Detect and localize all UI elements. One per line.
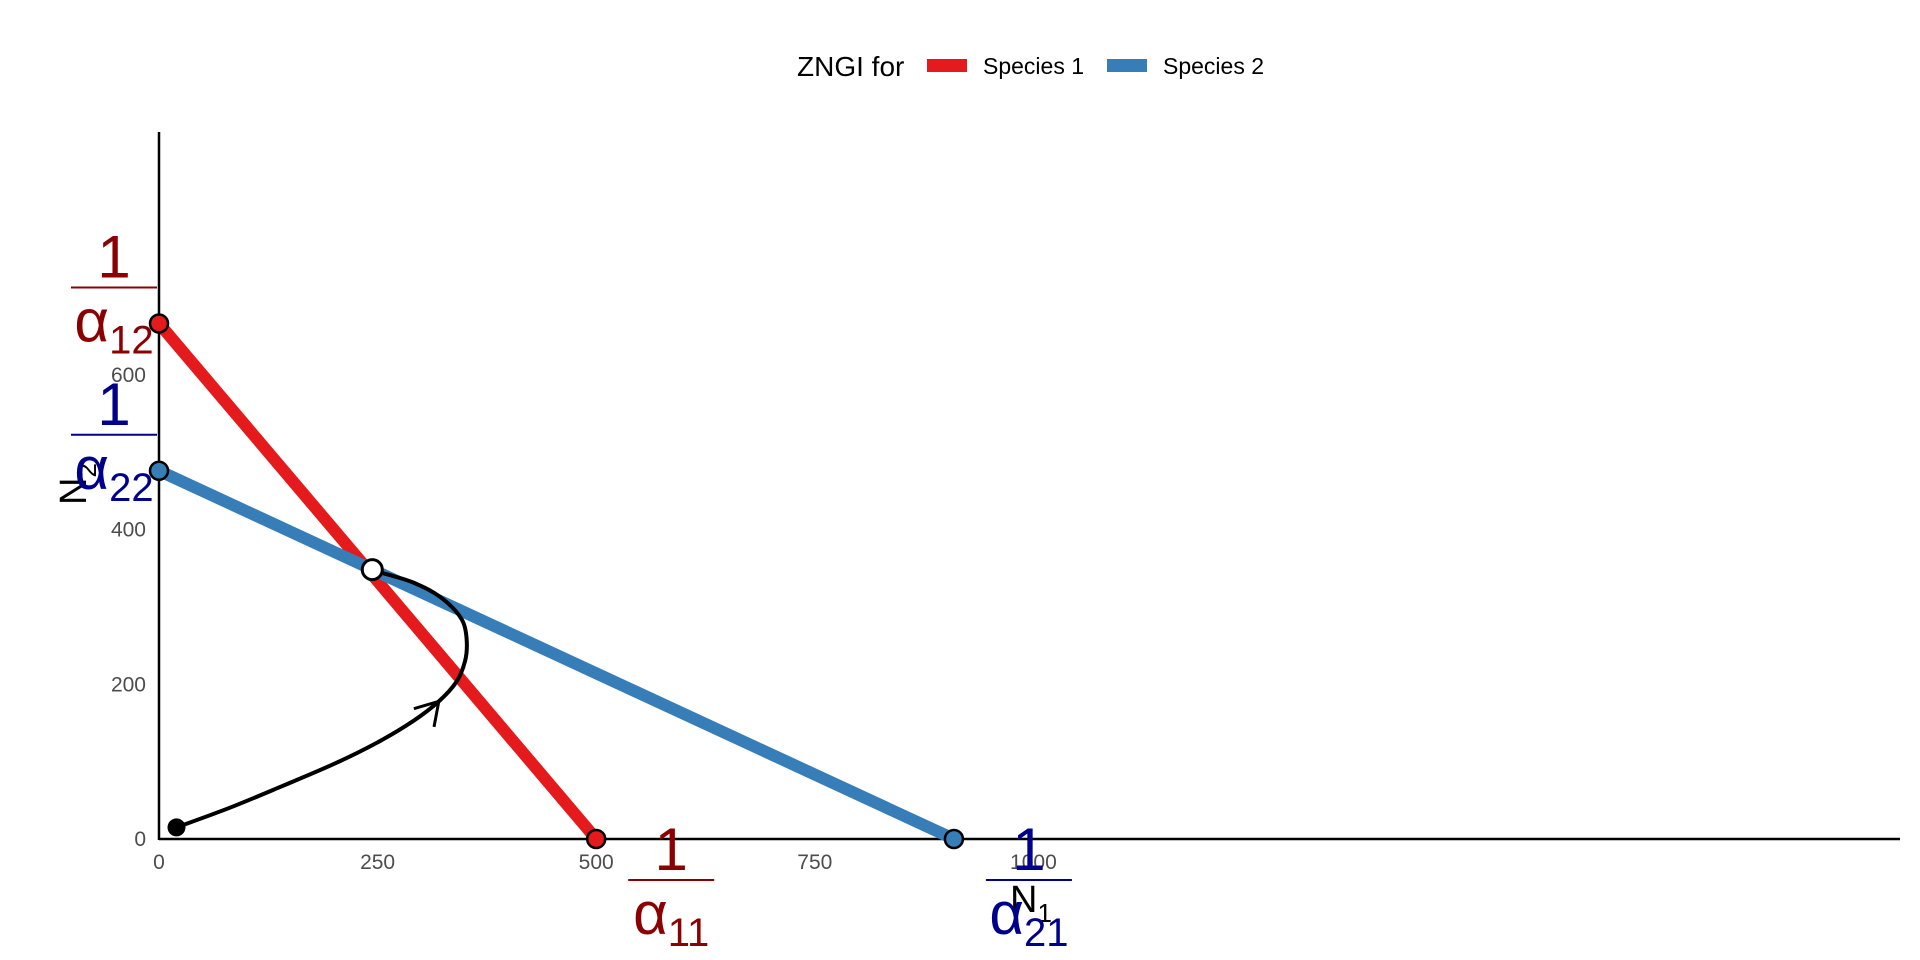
fraction-numerator: 1	[97, 223, 130, 290]
legend: ZNGI for Species 1 Species 2	[797, 51, 1264, 82]
intercept-point	[148, 313, 170, 334]
legend-title: ZNGI for	[797, 51, 904, 82]
zngi-line-species-2	[156, 465, 957, 845]
y-tick-label: 0	[134, 828, 146, 851]
equilibrium-point	[360, 558, 384, 582]
y-tick-label: 200	[111, 673, 146, 696]
x-axis-title: N1	[1010, 879, 1052, 928]
fraction-denominator: α21	[989, 880, 1068, 955]
x-tick-label: 750	[797, 851, 832, 874]
zngi-line-species-1	[154, 319, 601, 843]
intercept-point	[585, 828, 607, 850]
fraction-numerator: 1	[97, 371, 130, 438]
x-tick-label: 1000	[1010, 851, 1057, 874]
trajectory-layer	[175, 568, 469, 830]
points-layer	[148, 313, 965, 850]
fraction-numerator: 1	[655, 816, 688, 883]
trajectory-curve	[175, 568, 469, 830]
series-layer	[154, 319, 957, 845]
x-tick-label: 0	[153, 851, 165, 874]
fraction-denominator: α11	[633, 880, 709, 955]
intercept-point	[943, 828, 965, 850]
y-tick-label: 400	[111, 519, 146, 542]
legend-swatch-species-1	[927, 59, 967, 72]
x-tick-labels: 0 250 500 750 1000	[153, 851, 1057, 874]
trajectory-arrow	[413, 699, 441, 728]
x-tick-label: 500	[579, 851, 614, 874]
trajectory-start-point	[167, 818, 186, 837]
fraction-denominator: α12	[74, 287, 153, 362]
intercept-point	[148, 460, 170, 482]
y-axis-title: N2	[53, 463, 102, 505]
legend-swatch-species-2	[1107, 59, 1147, 72]
legend-label-species-1: Species 1	[983, 53, 1084, 79]
legend-label-species-2: Species 2	[1163, 53, 1264, 79]
y-tick-label: 600	[111, 364, 146, 387]
y-tick-labels: 0 200 400 600	[111, 364, 146, 851]
fraction-numerator: 1	[1012, 816, 1045, 883]
fraction-denominator: α22	[74, 435, 153, 510]
x-tick-label: 250	[360, 851, 395, 874]
